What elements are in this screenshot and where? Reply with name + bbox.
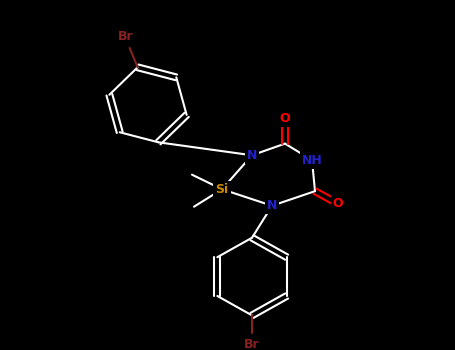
Text: Si: Si xyxy=(215,183,228,196)
Text: O: O xyxy=(280,112,290,125)
Text: N: N xyxy=(247,149,257,162)
Text: Br: Br xyxy=(118,30,133,43)
Text: N: N xyxy=(267,199,277,212)
Text: O: O xyxy=(333,197,344,210)
Text: NH: NH xyxy=(302,154,323,167)
Text: Br: Br xyxy=(244,338,260,350)
